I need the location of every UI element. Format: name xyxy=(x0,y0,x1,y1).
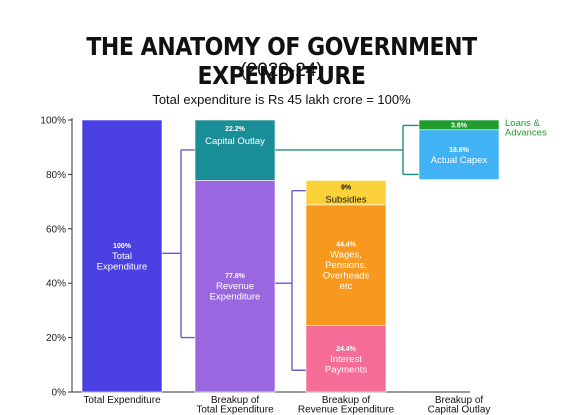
segment-pct-label: 3.6% xyxy=(451,122,468,129)
x-category-label: Breakup of xyxy=(435,395,484,406)
loans-advances-label: Advances xyxy=(505,128,547,139)
bar-segment xyxy=(418,129,500,180)
connector-revenue-breakup xyxy=(275,190,306,371)
x-category-label: Breakup of xyxy=(322,395,371,406)
segment-pct-label: 22.2% xyxy=(225,126,246,133)
x-category-label: Total Expenditure xyxy=(196,405,274,415)
y-tick-label: 100% xyxy=(40,116,66,127)
segment-name-label: Wages, xyxy=(330,250,362,261)
bar-segment xyxy=(418,119,500,131)
segment-pct-label: 24.4% xyxy=(336,346,357,353)
segment-name-label: Payments xyxy=(325,364,367,375)
y-tick-label: 60% xyxy=(46,224,66,235)
bar-segment xyxy=(305,180,387,206)
segment-name-label: Revenue xyxy=(216,281,254,292)
x-category-label: Breakup of xyxy=(211,395,260,406)
segment-name-label: Pensions, xyxy=(325,260,367,271)
connector-total-breakup xyxy=(162,149,195,339)
segment-pct-label: 18.6% xyxy=(449,147,470,154)
y-tick-label: 20% xyxy=(46,333,66,344)
x-category-label: Capital Outlay xyxy=(428,405,491,415)
chart-note: Total expenditure is Rs 45 lakh crore = … xyxy=(152,92,411,107)
segment-name-label: Overheads xyxy=(323,271,370,282)
bar-segment xyxy=(194,119,276,181)
y-tick-label: 80% xyxy=(46,170,66,181)
y-tick-label: 0% xyxy=(52,388,67,399)
segment-name-label: etc xyxy=(340,281,353,292)
segment-name-label: Capital Outlay xyxy=(205,136,265,147)
chart-title: THE ANATOMY OF GOVERNMENT EXPENDITURE xyxy=(86,32,477,90)
chart-subtitle: (2023-24) xyxy=(240,60,323,81)
segment-name-label: Expenditure xyxy=(210,292,261,303)
segment-name-label: Expenditure xyxy=(97,262,148,273)
y-tick-label: 40% xyxy=(46,279,66,290)
segment-pct-label: 9% xyxy=(341,184,352,191)
segment-name-label: Total xyxy=(112,251,132,262)
segment-name-label: Actual Capex xyxy=(431,155,488,166)
loans-advances-label: Loans & xyxy=(505,118,541,129)
bar-segment xyxy=(194,180,276,393)
bar-segment xyxy=(305,325,387,393)
x-category-label: Total Expenditure xyxy=(83,395,161,406)
segment-pct-label: 77.8% xyxy=(225,273,246,280)
bar-segment xyxy=(81,119,163,393)
x-category-label: Revenue Expenditure xyxy=(298,405,395,415)
segment-name-label: Interest xyxy=(330,354,362,365)
segment-pct-label: 100% xyxy=(113,243,132,250)
segment-pct-label: 44.4% xyxy=(336,242,357,249)
bar-segment xyxy=(305,204,387,326)
segment-name-label: Subsidies xyxy=(325,194,366,205)
connector-capital-breakup xyxy=(275,124,419,176)
